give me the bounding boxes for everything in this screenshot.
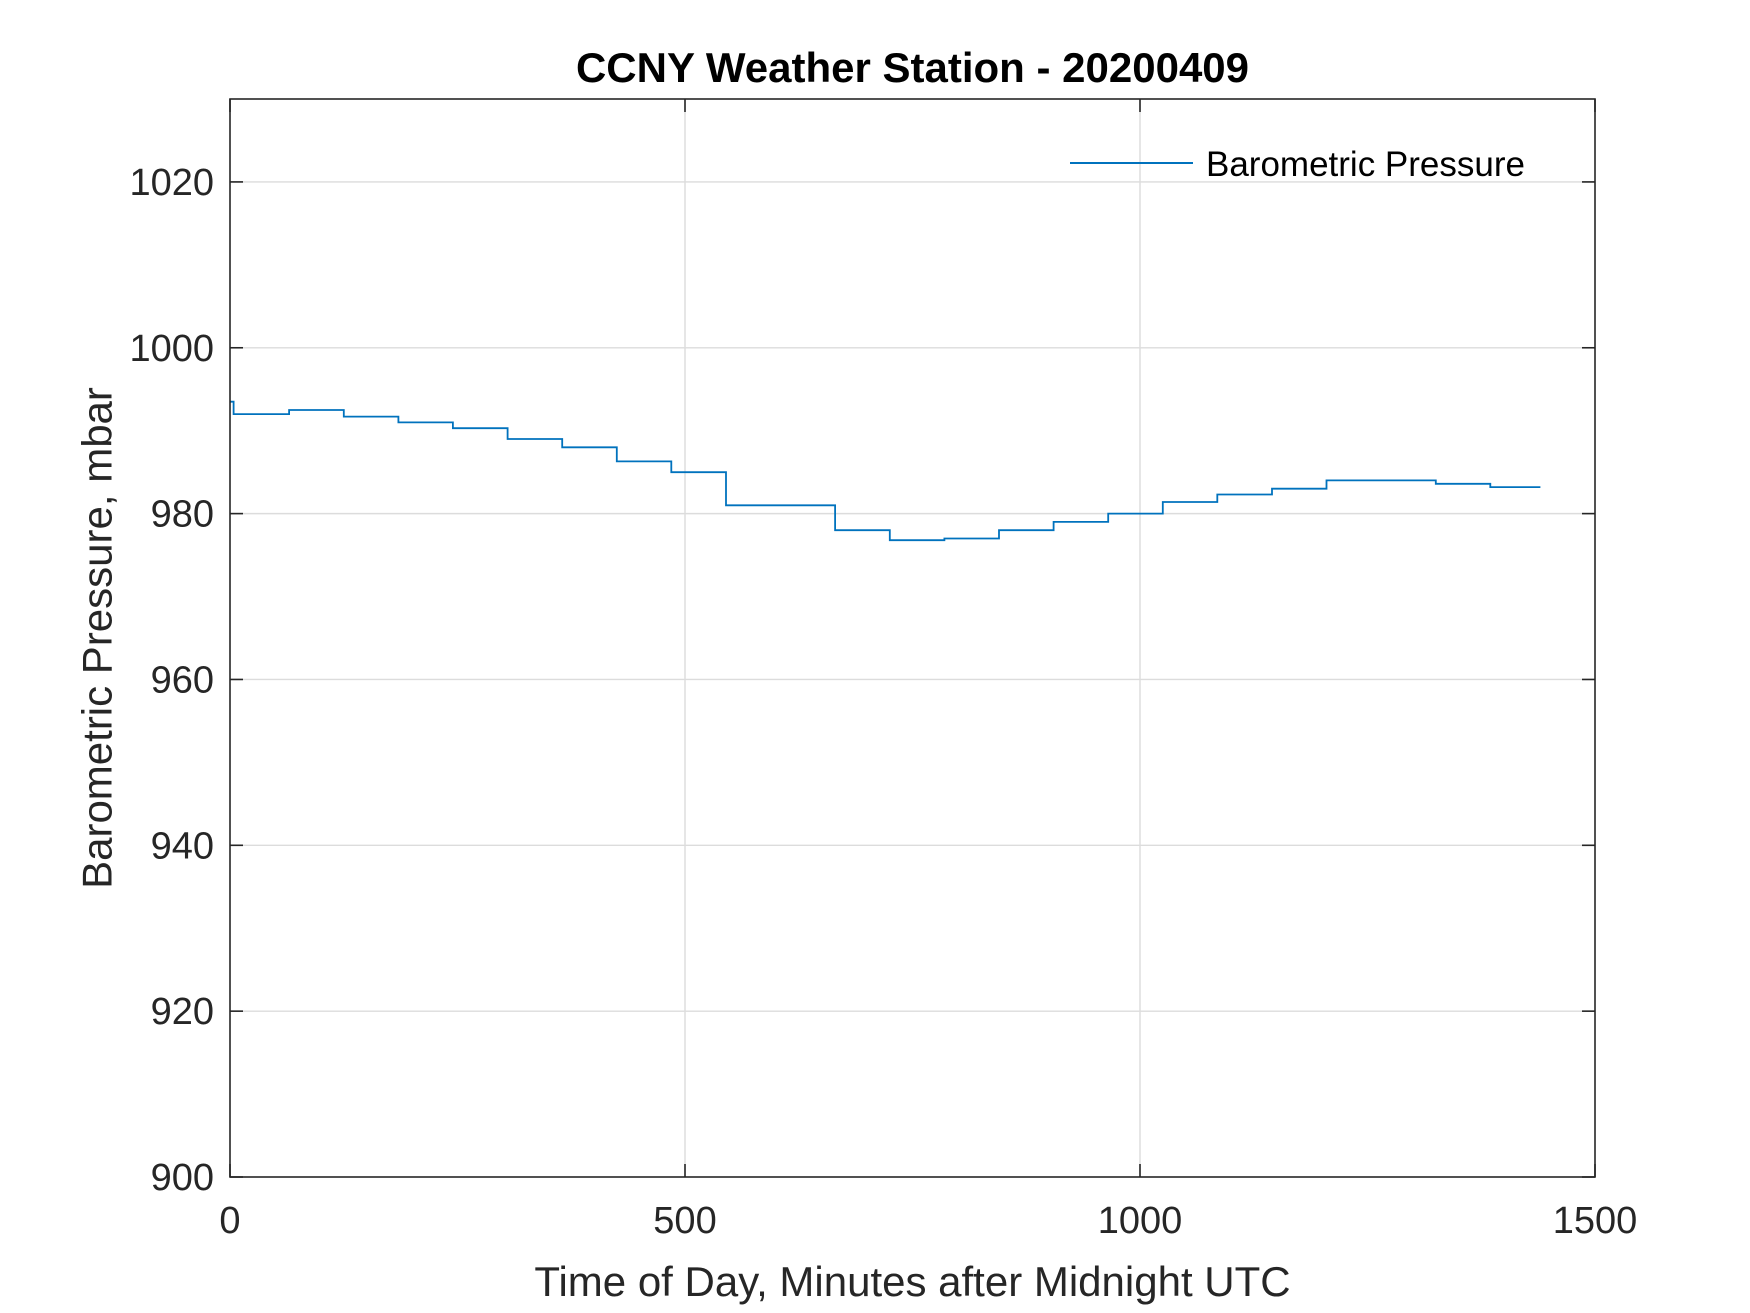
y-tick-label: 1000 (129, 328, 214, 370)
x-tick-label: 1500 (1553, 1200, 1638, 1242)
y-tick-label: 1020 (129, 162, 214, 204)
series-line-barometric-pressure (230, 400, 1541, 542)
y-tick-labels: 900 920 940 960 980 1000 1020 (129, 162, 214, 1199)
x-tick-label: 500 (653, 1200, 716, 1242)
x-axis-label: Time of Day, Minutes after Midnight UTC (534, 1258, 1290, 1305)
legend-label: Barometric Pressure (1206, 145, 1525, 184)
x-tick-labels: 0 500 1000 1500 (219, 1200, 1637, 1242)
x-tick-label: 1000 (1098, 1200, 1183, 1242)
legend: Barometric Pressure (1070, 145, 1525, 184)
y-axis-label: Barometric Pressure, mbar (74, 387, 121, 889)
chart-title: CCNY Weather Station - 20200409 (576, 44, 1249, 91)
y-tick-label: 900 (151, 1157, 214, 1199)
y-tick-label: 980 (151, 494, 214, 536)
y-tick-label: 960 (151, 659, 214, 701)
axis-ticks (229, 99, 1596, 1178)
axes-box (229, 98, 1596, 1178)
y-tick-label: 920 (151, 991, 214, 1033)
grid-lines (230, 99, 1595, 1177)
x-tick-label: 0 (219, 1200, 240, 1242)
plot-series (230, 400, 1541, 542)
y-tick-label: 940 (151, 825, 214, 867)
